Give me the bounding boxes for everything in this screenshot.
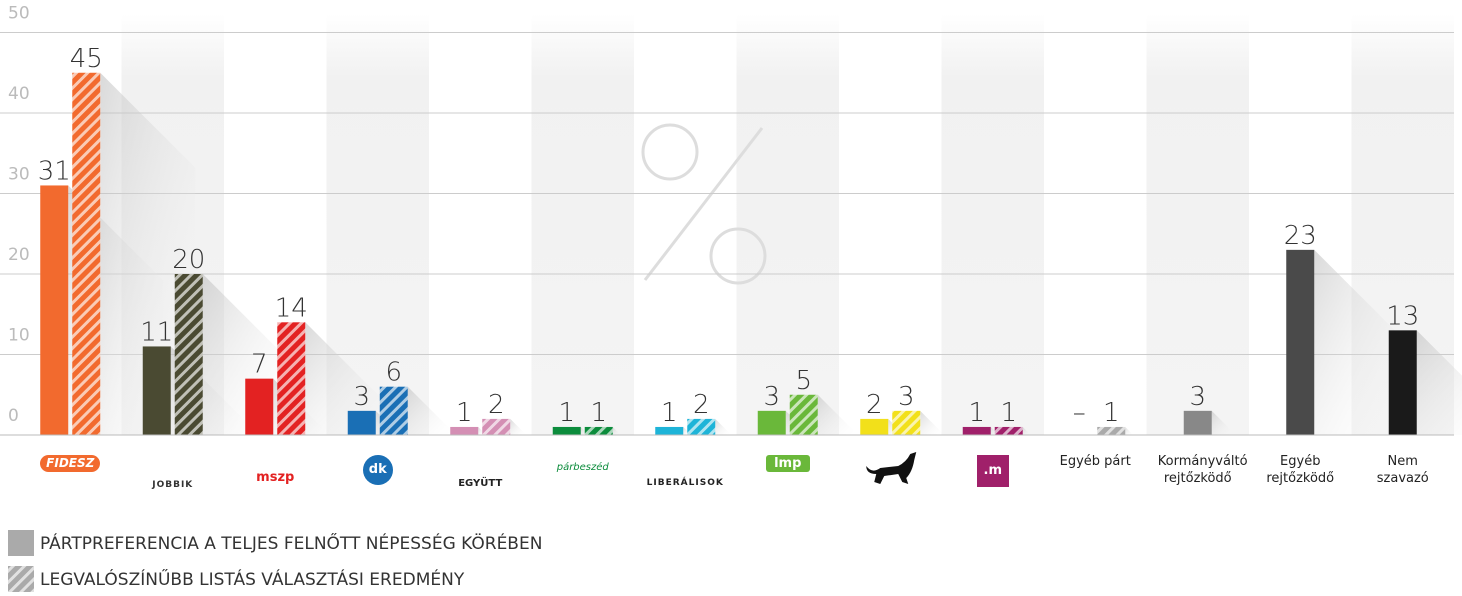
bar — [994, 426, 1023, 435]
bar — [655, 426, 684, 435]
percent-watermark — [641, 123, 767, 285]
bar-shadow — [1211, 410, 1236, 435]
y-tick-label: 30 — [8, 165, 30, 185]
value-label: 2 — [488, 390, 505, 420]
bar — [245, 378, 274, 435]
value-label: 2 — [866, 390, 883, 420]
value-label: 5 — [795, 366, 812, 396]
bar — [1097, 426, 1126, 435]
value-label: 1 — [1000, 398, 1017, 428]
value-label: 6 — [385, 358, 402, 388]
bar — [142, 346, 171, 435]
bar — [277, 322, 306, 435]
bar-shadow — [100, 72, 196, 435]
value-label: 3 — [763, 382, 780, 412]
bar — [174, 274, 203, 435]
y-tick-label: 0 — [8, 406, 19, 426]
value-label: 1 — [968, 398, 985, 428]
value-label: 1 — [661, 398, 678, 428]
y-tick-label: 40 — [8, 84, 30, 104]
bar — [552, 426, 581, 435]
bar — [482, 418, 511, 435]
column-band — [1146, 14, 1249, 435]
category-label: Egyéb párt — [1059, 454, 1131, 469]
category-label: .m — [976, 455, 1009, 487]
y-tick-label: 20 — [8, 245, 30, 265]
bar — [892, 410, 921, 435]
value-label: 13 — [1386, 301, 1419, 331]
column-band — [531, 14, 634, 435]
bar-shadow — [612, 426, 621, 435]
category-label: Kormányváltó rejtőzködő — [1157, 454, 1248, 486]
bar-shadow — [1314, 249, 1410, 435]
bar — [1388, 330, 1417, 435]
category-label: Egyéb rejtőzködő — [1266, 454, 1335, 486]
bar — [584, 426, 613, 435]
category-label: JOBBIK — [152, 480, 194, 490]
bar-shadow — [407, 386, 457, 435]
value-label: 7 — [251, 350, 268, 380]
bar — [72, 72, 101, 435]
bar-shadow — [1416, 330, 1462, 435]
bar-shadow — [817, 394, 858, 435]
bar-shadow — [305, 322, 401, 435]
bar — [347, 410, 376, 435]
value-label: 11 — [140, 317, 173, 347]
category-label: dk — [362, 455, 393, 485]
bar-shadow — [920, 410, 945, 435]
legend-swatch — [8, 566, 34, 592]
value-label: 1 — [558, 398, 575, 428]
bar — [962, 426, 991, 435]
column-band — [941, 14, 1044, 435]
bar-shadow — [715, 418, 732, 435]
bar — [379, 386, 408, 435]
legend-label: PÁRTPREFERENCIA A TELJES FELNŐTT NÉPESSÉ… — [40, 532, 542, 554]
value-label: 23 — [1284, 221, 1317, 251]
category-label: Nem szavazó — [1376, 454, 1429, 486]
bar — [687, 418, 716, 435]
mkkp-logo — [866, 452, 917, 484]
value-label: 1 — [1103, 398, 1120, 428]
bar — [757, 410, 786, 435]
bar — [789, 394, 818, 435]
bar-shadow — [1125, 426, 1134, 435]
value-label: 1 — [456, 398, 473, 428]
dog-icon — [866, 452, 917, 484]
category-label: lmp — [765, 455, 810, 472]
category-label: mszp — [256, 470, 295, 485]
value-label: 20 — [172, 245, 205, 275]
value-label: 45 — [70, 44, 103, 74]
column-band — [736, 14, 839, 435]
bar-shadow — [510, 418, 527, 435]
value-label: – — [1073, 398, 1086, 428]
value-label: 14 — [275, 293, 308, 323]
value-label: 2 — [693, 390, 710, 420]
value-label: 1 — [590, 398, 607, 428]
value-label: 3 — [898, 382, 915, 412]
y-tick-label: 50 — [8, 4, 30, 24]
value-label: 3 — [353, 382, 370, 412]
category-label: FIDESZ — [40, 455, 101, 472]
category-label: EGYÜTT — [458, 478, 503, 489]
bar — [40, 185, 69, 435]
bar — [860, 418, 889, 435]
bar — [1183, 410, 1212, 435]
legend-label: LEGVALÓSZÍNŰBB LISTÁS VÁLASZTÁSI EREDMÉN… — [40, 568, 465, 590]
legend-swatch — [8, 530, 34, 556]
bar-shadow — [1022, 426, 1031, 435]
bar — [1286, 249, 1315, 435]
value-label: 3 — [1189, 382, 1206, 412]
bar — [450, 426, 479, 435]
value-label: 31 — [38, 156, 71, 186]
y-tick-label: 10 — [8, 326, 30, 346]
category-label: párbeszéd — [556, 462, 609, 473]
category-label: LIBERÁLISOK — [646, 478, 724, 488]
